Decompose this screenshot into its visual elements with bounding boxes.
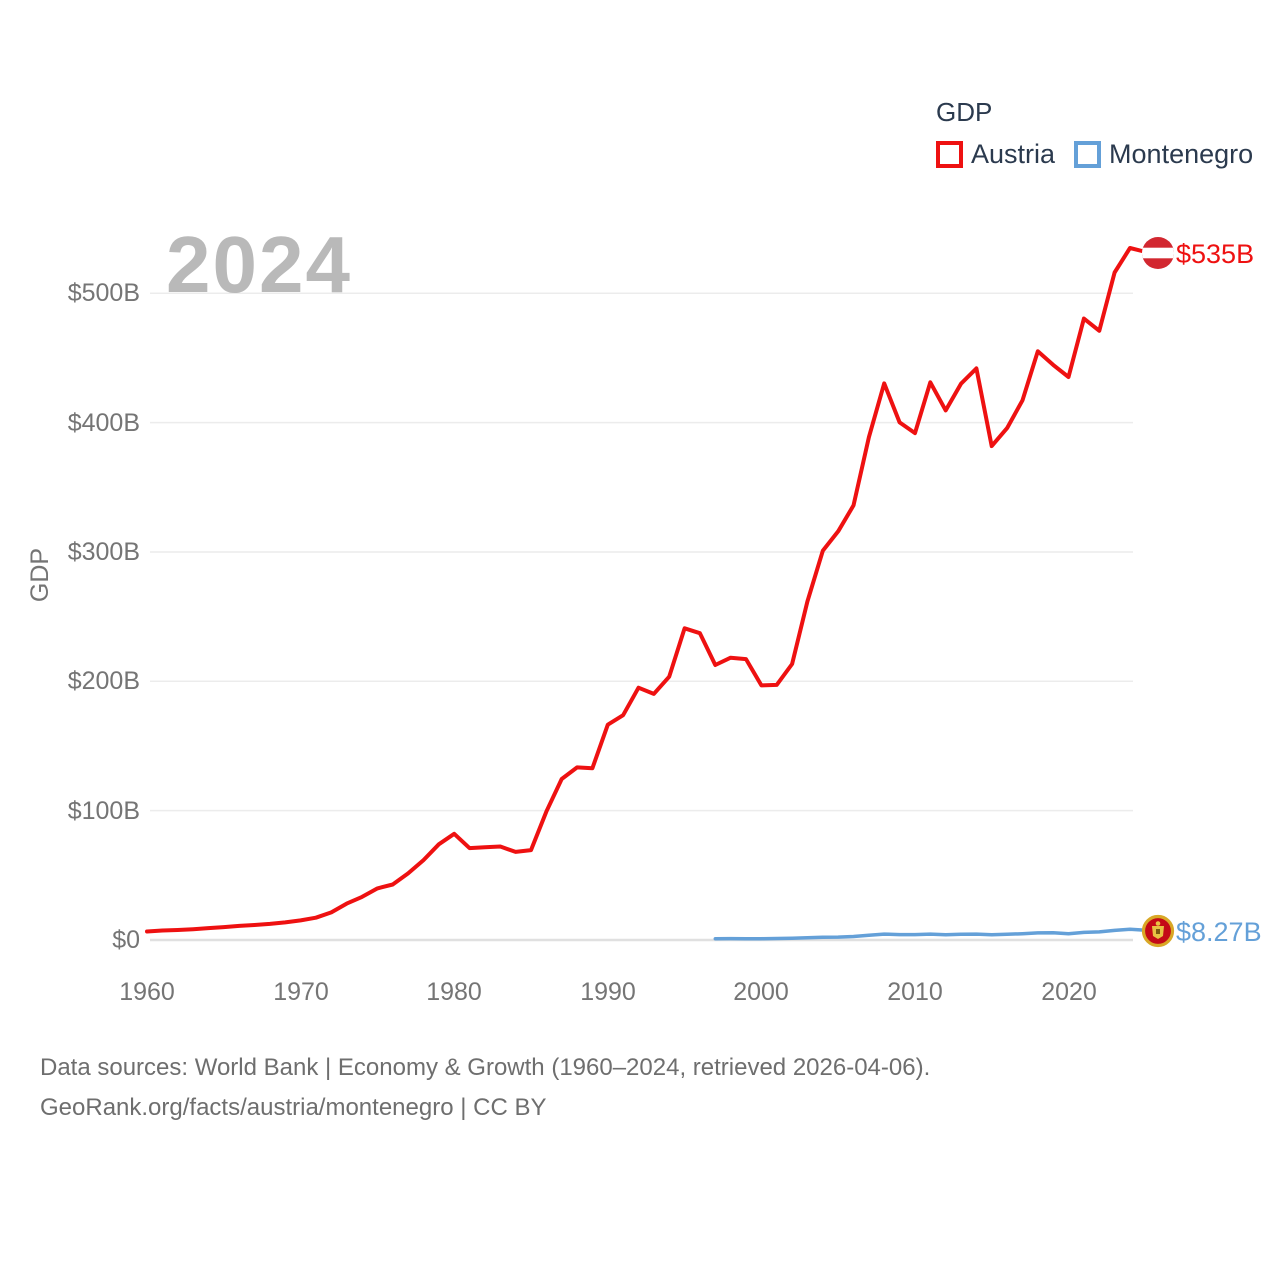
y-axis-tick-label: $300B xyxy=(67,538,140,566)
austria-line xyxy=(145,246,1148,934)
x-axis-tick-label: 2010 xyxy=(887,978,943,1006)
y-axis-tick-label: $400B xyxy=(67,409,140,437)
x-axis-tick-label: 2000 xyxy=(733,978,789,1006)
series-lines xyxy=(145,246,1148,941)
legend-item-austria[interactable]: Austria xyxy=(936,138,1055,170)
x-axis-tick-label: 1990 xyxy=(580,978,636,1006)
legend: GDP Austria Montenegro xyxy=(936,97,1253,170)
montenegro-flag-icon xyxy=(1141,914,1175,948)
austria-swatch-checkbox[interactable] xyxy=(936,140,963,168)
y-axis-tick-label: $100B xyxy=(67,797,140,825)
montenegro-swatch-checkbox[interactable] xyxy=(1074,140,1102,168)
montenegro-end-value-label: $8.27B xyxy=(1176,917,1262,947)
data-source-footer: Data sources: World Bank | Economy & Gro… xyxy=(40,1048,930,1128)
legend-title: GDP xyxy=(936,97,993,127)
x-axis-tick-label: 1980 xyxy=(426,978,482,1006)
x-axis-tick-label: 2020 xyxy=(1041,978,1097,1006)
y-axis-tick-label: $200B xyxy=(67,667,140,695)
y-axis-title: GDP xyxy=(26,547,54,603)
y-axis-tick-label: $500B xyxy=(67,279,140,307)
x-axis-tick-label: 1960 xyxy=(119,978,175,1006)
year-watermark: 2024 xyxy=(166,220,352,309)
legend-label: Montenegro xyxy=(1109,139,1254,169)
x-axis-tick-label: 1970 xyxy=(273,978,329,1006)
gridlines xyxy=(150,292,1133,942)
legend-item-montenegro[interactable]: Montenegro xyxy=(1074,138,1253,170)
footer-line-2: GeoRank.org/facts/austria/montenegro | C… xyxy=(40,1094,547,1121)
legend-label: Austria xyxy=(971,139,1056,169)
austria-end-value-label: $535B xyxy=(1176,239,1255,269)
y-axis-tick-label: $0 xyxy=(112,926,140,954)
montenegro-line xyxy=(713,927,1148,941)
austria-flag-icon xyxy=(1142,237,1174,269)
footer-line-1: Data sources: World Bank | Economy & Gro… xyxy=(40,1054,931,1081)
